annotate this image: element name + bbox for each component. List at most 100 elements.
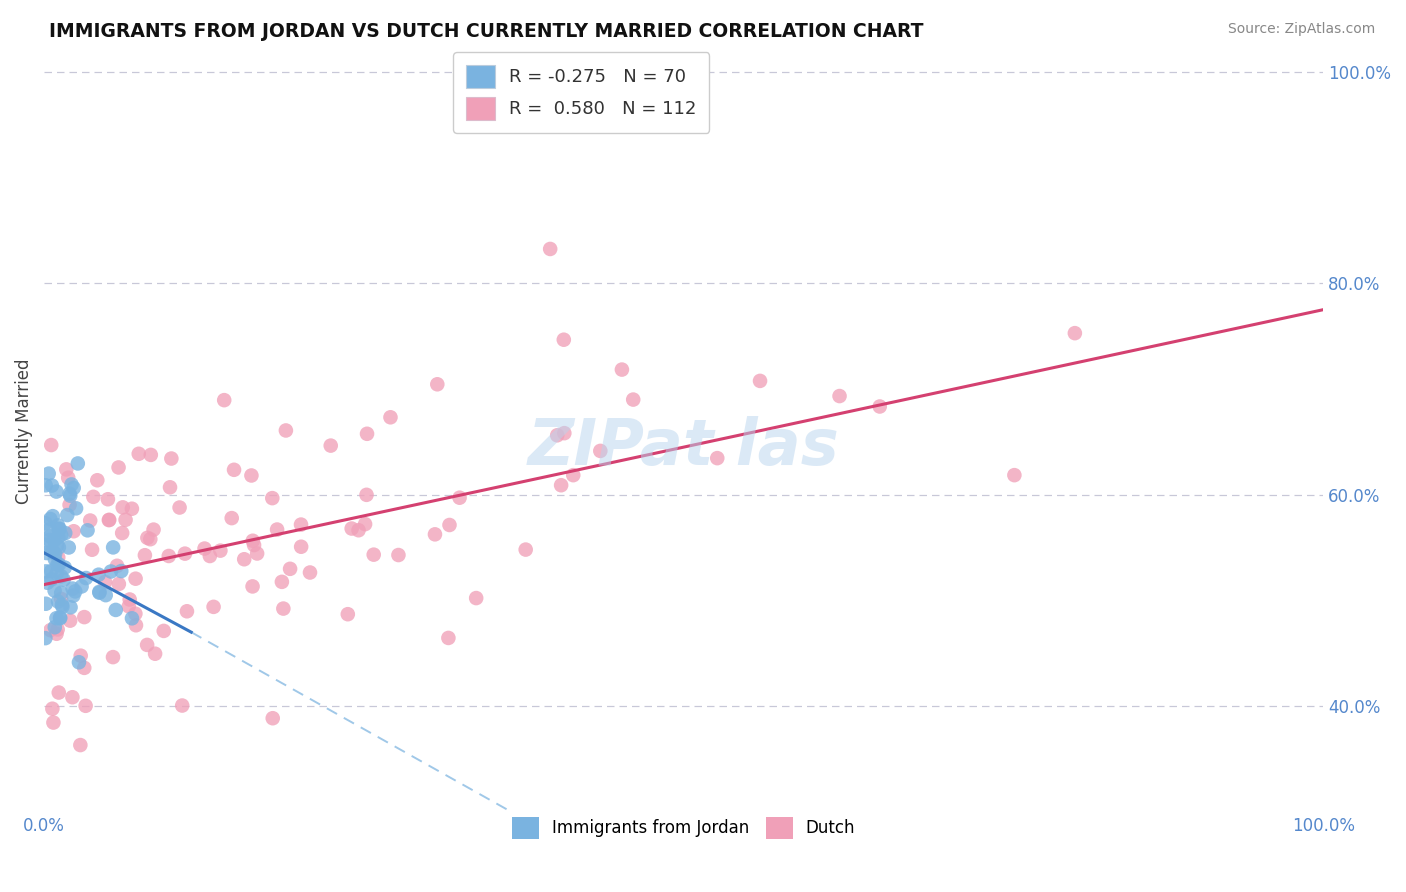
Point [828,389,851,403]
Point [212,393,235,408]
Point [39,512,62,526]
Point [51,569,73,583]
Point [65,501,87,516]
Legend: Immigrants from Jordan, Dutch: Immigrants from Jordan, Dutch [505,811,862,846]
Point [66,457,89,471]
Point [121,501,143,516]
Point [101,650,124,665]
Point [298,566,321,580]
Point [67,655,90,669]
Point [111,500,134,515]
Point [110,564,132,578]
Point [45,611,67,625]
Point [60,477,83,491]
Text: Source: ZipAtlas.com: Source: ZipAtlas.com [1227,22,1375,37]
Point [39,529,62,543]
Point [423,527,446,541]
Point [553,333,575,347]
Point [41,478,63,492]
Point [152,624,174,638]
Point [1002,468,1025,483]
Point [174,547,197,561]
Point [562,468,585,483]
Point [107,460,129,475]
Point [75,698,97,713]
Point [48,541,70,555]
Point [46,550,69,565]
Point [94,574,117,589]
Point [538,242,561,256]
Point [387,548,409,562]
Point [1063,326,1085,340]
Point [176,604,198,618]
Point [134,548,156,562]
Text: ZIPat las: ZIPat las [527,416,839,477]
Point [46,530,69,544]
Point [79,514,101,528]
Point [354,517,377,532]
Point [46,594,69,608]
Point [46,558,69,572]
Point [44,533,66,548]
Point [42,509,65,524]
Point [266,523,288,537]
Point [80,542,103,557]
Point [515,542,537,557]
Point [209,543,232,558]
Point [124,572,146,586]
Point [44,583,66,598]
Point [89,585,111,599]
Point [139,448,162,462]
Point [426,377,449,392]
Point [356,426,378,441]
Point [58,541,80,555]
Point [75,571,97,585]
Point [34,516,56,531]
Point [45,566,67,581]
Text: IMMIGRANTS FROM JORDAN VS DUTCH CURRENTLY MARRIED CORRELATION CHART: IMMIGRANTS FROM JORDAN VS DUTCH CURRENTL… [49,22,924,41]
Point [48,522,70,536]
Point [589,443,612,458]
Point [262,711,284,725]
Point [243,538,266,552]
Point [45,484,67,499]
Point [58,471,80,485]
Point [82,490,104,504]
Point [76,524,98,538]
Y-axis label: Currently Married: Currently Married [15,359,32,504]
Point [62,481,84,495]
Point [59,600,82,615]
Point [49,591,72,606]
Point [550,478,572,492]
Point [340,522,363,536]
Point [136,531,159,545]
Point [86,473,108,487]
Point [73,610,96,624]
Point [44,552,66,566]
Point [273,601,295,615]
Point [111,526,134,541]
Point [45,626,67,640]
Point [41,572,63,586]
Point [274,424,297,438]
Point [69,738,91,752]
Point [51,599,73,614]
Point [51,586,73,600]
Point [157,549,180,563]
Point [45,539,67,553]
Point [128,447,150,461]
Point [380,410,402,425]
Point [336,607,359,622]
Point [41,544,63,558]
Point [53,560,76,574]
Point [94,588,117,602]
Point [159,480,181,494]
Point [49,611,72,625]
Point [449,491,471,505]
Point [56,508,79,522]
Point [610,362,633,376]
Point [546,428,568,442]
Point [290,517,312,532]
Point [48,685,70,699]
Point [290,540,312,554]
